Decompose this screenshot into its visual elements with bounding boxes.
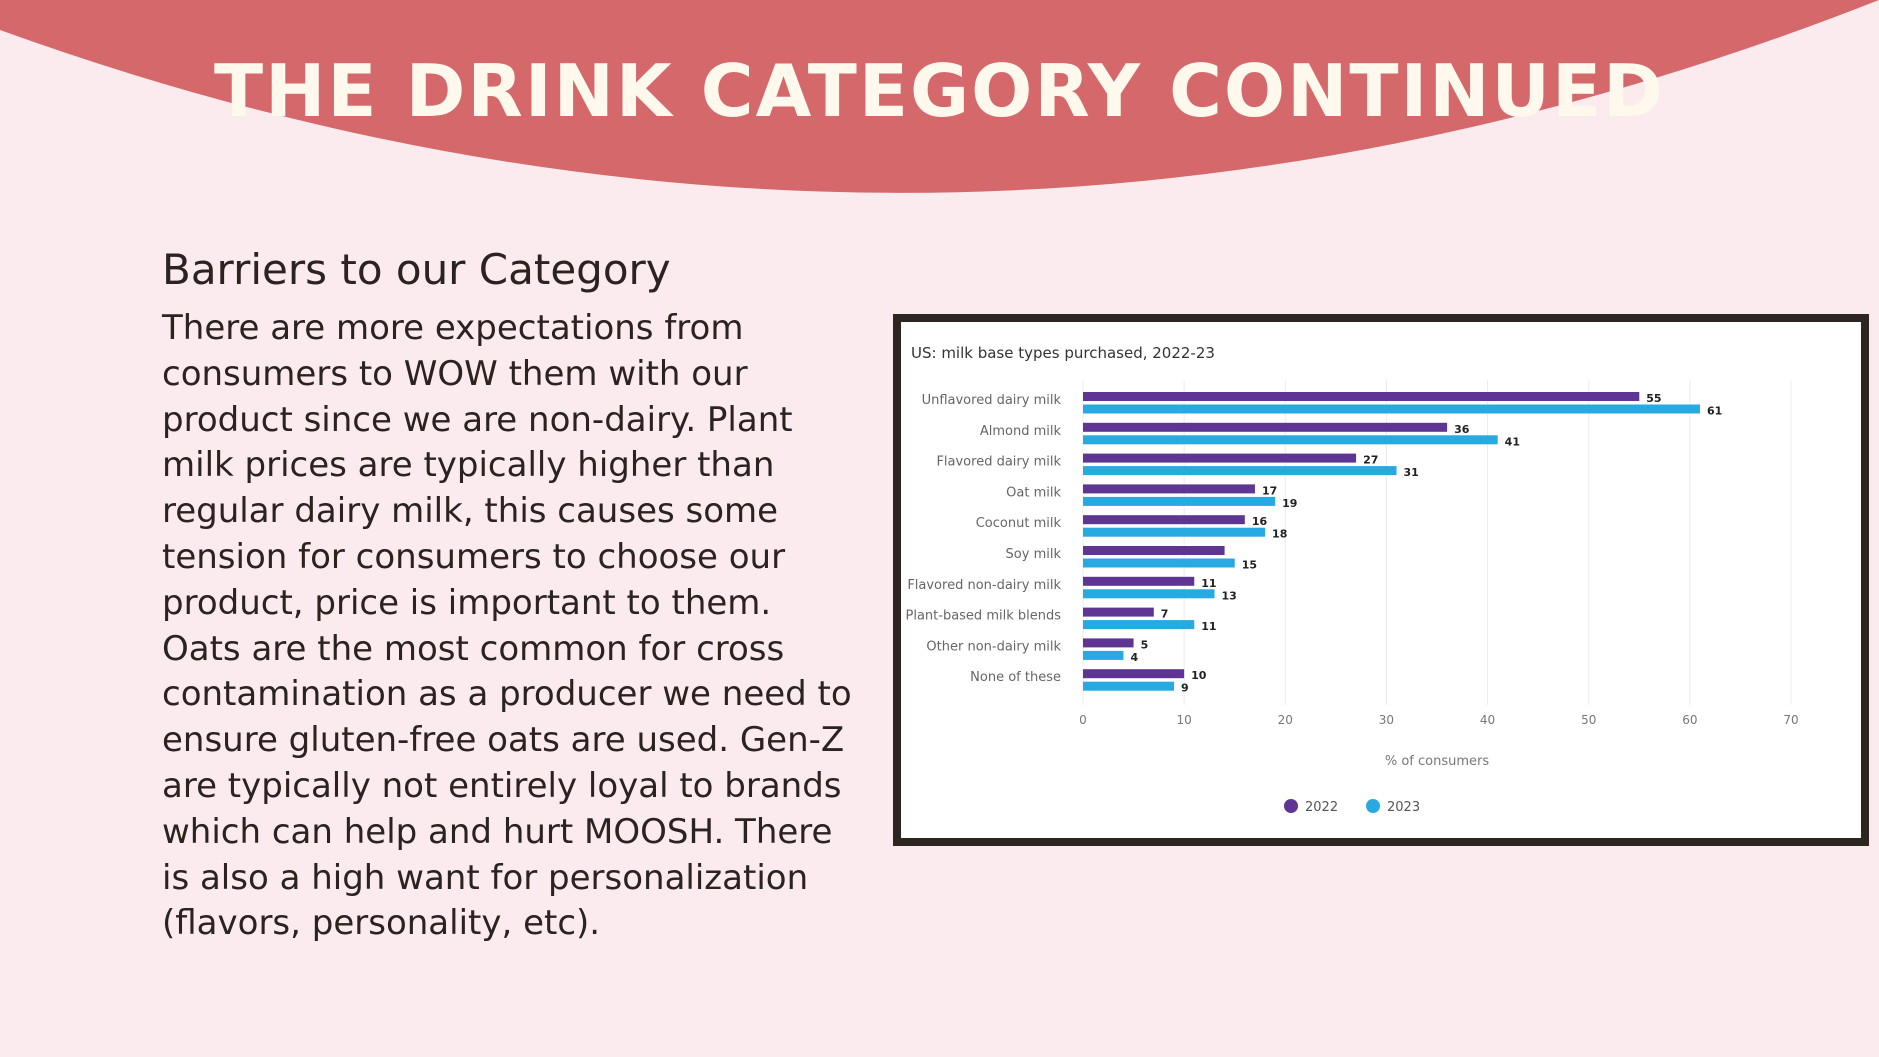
category-label: Unflavored dairy milk xyxy=(922,393,1062,408)
data-label-2023: 9 xyxy=(1181,682,1189,695)
bar-2022 xyxy=(1083,515,1245,525)
banner-shape xyxy=(0,0,1879,193)
x-tick-label: 70 xyxy=(1783,713,1798,727)
category-label: Almond milk xyxy=(980,424,1062,439)
data-label-2023: 11 xyxy=(1201,620,1216,633)
slide-title: THE DRINK CATEGORY CONTINUED xyxy=(214,49,1665,133)
category-label: Other non-dairy milk xyxy=(926,639,1061,654)
data-label-2023: 13 xyxy=(1221,589,1236,602)
category-label: Soy milk xyxy=(1006,547,1062,562)
category-label: Coconut milk xyxy=(976,516,1062,531)
legend-marker-2022 xyxy=(1284,799,1298,813)
body-line: consumers to WOW them with our xyxy=(162,353,748,394)
bar-2023 xyxy=(1083,435,1498,445)
legend-label-2022: 2022 xyxy=(1305,800,1338,815)
x-axis-title: % of consumers xyxy=(1385,754,1490,769)
body-line: product since we are non-dairy. Plant xyxy=(162,399,793,440)
data-label-2022: 10 xyxy=(1191,669,1207,682)
bar-2023 xyxy=(1083,681,1175,691)
bar-2022 xyxy=(1083,392,1640,401)
body-line: regular dairy milk, this causes some xyxy=(162,491,779,532)
chart-frame: US: milk base types purchased, 2022-23 0 1… xyxy=(893,314,1869,846)
bar-chart: US: milk base types purchased, 2022-23 0 1… xyxy=(906,344,1799,815)
category-label: Flavored non-dairy milk xyxy=(907,578,1061,593)
category-label: None of these xyxy=(970,670,1061,685)
category-label: Flavored dairy milk xyxy=(936,455,1061,470)
bar-2022 xyxy=(1083,484,1255,494)
bar-2023 xyxy=(1083,650,1124,660)
data-label-2022: 16 xyxy=(1252,515,1268,528)
x-tick-label: 40 xyxy=(1480,713,1495,727)
body-paragraph: There are more expectations from consumer… xyxy=(162,306,882,947)
body-line: contamination as a producer we need to xyxy=(162,674,852,715)
body-line: are typically not entirely loyal to bran… xyxy=(162,765,842,806)
data-label-2023: 61 xyxy=(1707,405,1722,418)
x-tick-label: 30 xyxy=(1379,713,1394,727)
category-label: Oat milk xyxy=(1006,485,1061,500)
body-line: ensure gluten-free oats are used. Gen-Z xyxy=(162,720,845,761)
bar-2023 xyxy=(1083,404,1700,414)
section-heading: Barriers to our Category xyxy=(162,245,671,294)
data-label-2022: 11 xyxy=(1201,577,1216,590)
data-label-2022: 5 xyxy=(1141,638,1149,651)
data-label-2023: 41 xyxy=(1505,435,1520,448)
legend-marker-2023 xyxy=(1366,799,1380,813)
legend-label-2023: 2023 xyxy=(1387,800,1420,815)
bar-2023 xyxy=(1083,558,1235,568)
bar-2022 xyxy=(1083,669,1185,679)
bar-2023 xyxy=(1083,496,1276,506)
bar-2023 xyxy=(1083,589,1215,599)
data-label-2022: 17 xyxy=(1262,484,1277,497)
bar-2022 xyxy=(1083,546,1225,555)
bar-2022 xyxy=(1083,453,1357,463)
bar-2022 xyxy=(1083,607,1154,617)
data-label-2022: 55 xyxy=(1646,392,1661,405)
data-label-2023: 31 xyxy=(1404,466,1419,479)
data-label-2022: 27 xyxy=(1363,454,1378,467)
data-label-2023: 19 xyxy=(1282,497,1297,510)
bar-2022 xyxy=(1083,576,1195,586)
bar-2022 xyxy=(1083,638,1134,648)
body-line: which can help and hurt MOOSH. There xyxy=(162,811,833,852)
body-line: milk prices are typically higher than xyxy=(162,445,775,486)
body-line: product, price is important to them. xyxy=(162,582,772,623)
data-label-2022: 36 xyxy=(1454,423,1470,436)
data-label-2022: 7 xyxy=(1161,608,1169,621)
x-tick-label: 60 xyxy=(1682,713,1697,727)
x-tick-label: 50 xyxy=(1581,713,1596,727)
body-line: is also a high want for personalization xyxy=(162,857,809,898)
bar-2023 xyxy=(1083,466,1397,476)
body-line: Oats are the most common for cross xyxy=(162,628,785,669)
bar-2023 xyxy=(1083,620,1195,630)
bar-2023 xyxy=(1083,527,1266,537)
bar-2022 xyxy=(1083,422,1448,432)
data-label-2023: 15 xyxy=(1242,559,1257,572)
chart-title: US: milk base types purchased, 2022-23 xyxy=(911,344,1215,362)
body-line: tension for consumers to choose our xyxy=(162,536,786,577)
x-tick-label: 0 xyxy=(1079,713,1087,727)
title-banner xyxy=(0,0,1879,193)
data-label-2023: 18 xyxy=(1272,528,1287,541)
body-line: There are more expectations from xyxy=(162,308,744,348)
category-label: Plant-based milk blends xyxy=(906,609,1062,624)
x-tick-label: 20 xyxy=(1278,713,1293,727)
data-label-2023: 4 xyxy=(1130,651,1138,664)
body-line: (flavors, personality, etc). xyxy=(162,903,601,944)
x-tick-label: 10 xyxy=(1177,713,1192,727)
